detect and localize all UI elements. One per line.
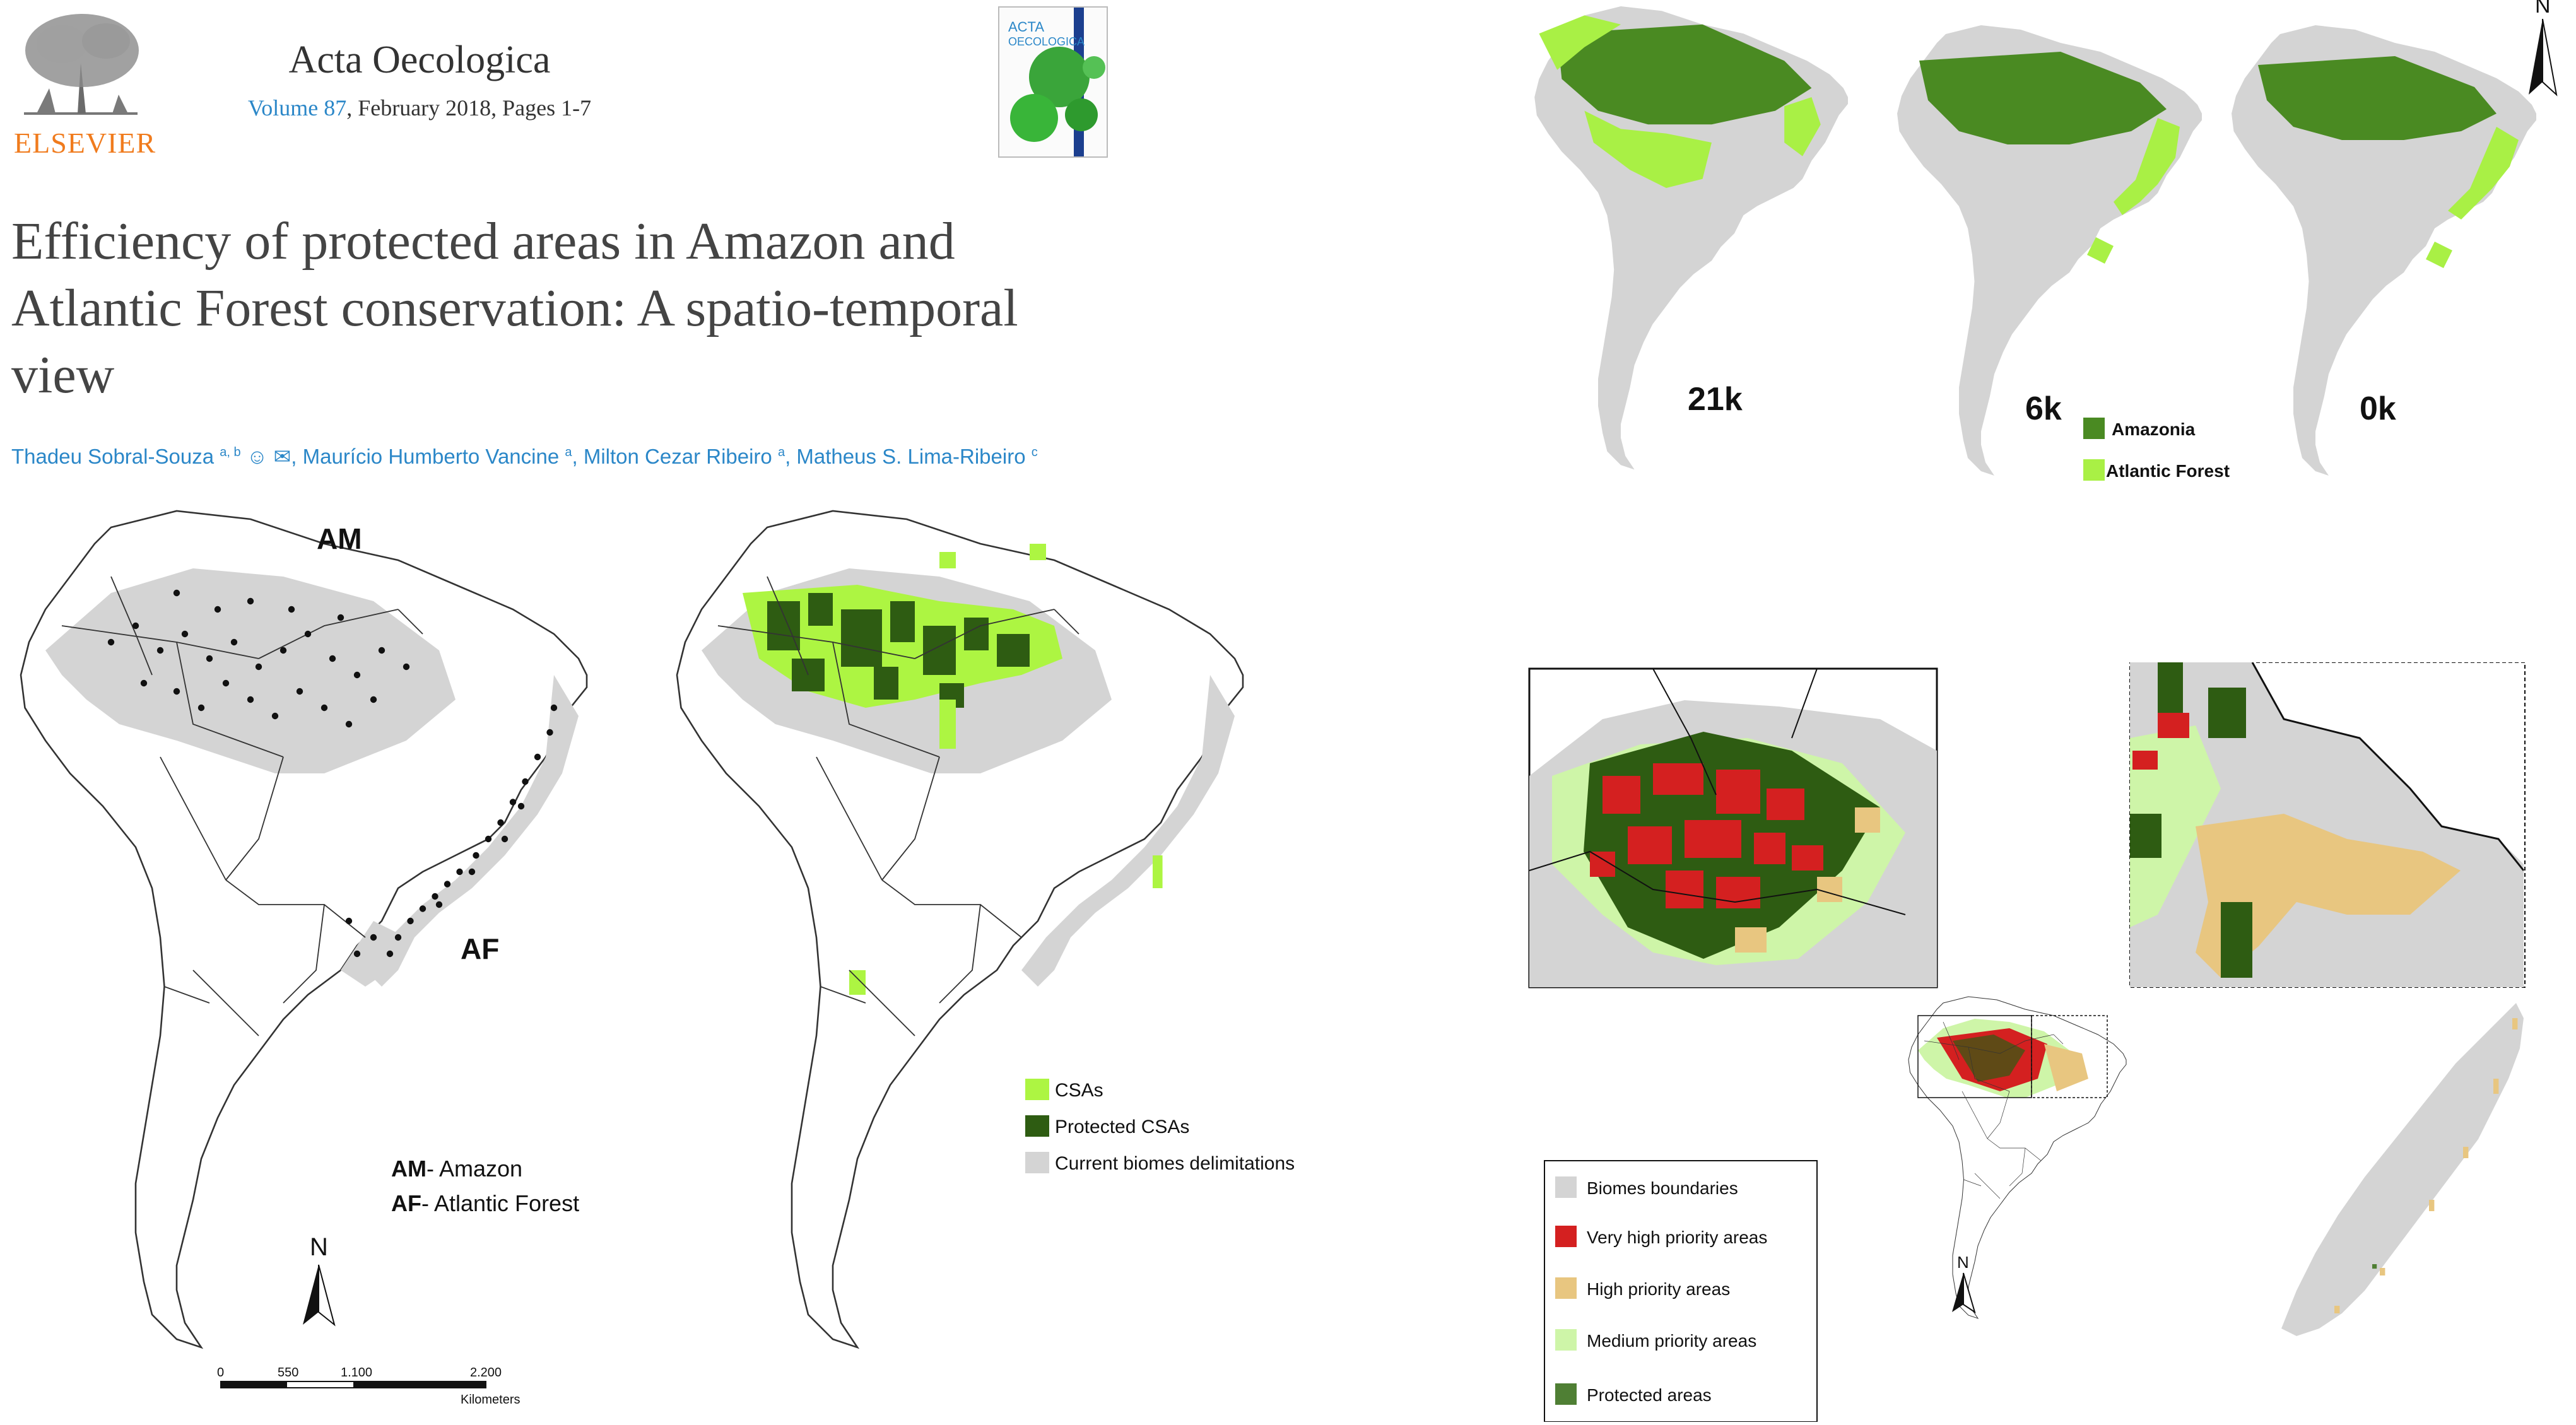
north-label: N (2535, 0, 2551, 18)
legend-af-text: - Atlantic Forest (421, 1190, 579, 1216)
volume-link[interactable]: Volume 87 (247, 95, 347, 120)
scale-tick: 0 (217, 1366, 224, 1380)
period-label: 6k (2025, 390, 2062, 427)
title-line-2: Atlantic Forest conservation: A spatio-t… (11, 279, 1018, 337)
scale-tick: 550 (278, 1366, 298, 1380)
journal-title[interactable]: Acta Oecologica (288, 38, 551, 81)
csa-legend: CSAs Protected CSAs Current biomes delim… (1025, 1079, 1295, 1174)
inset-amazon-west (1528, 667, 1938, 988)
figure-priority-maps: Biomes boundaries Very high priority are… (1527, 662, 2576, 1422)
title-line-1: Efficiency of protected areas in Amazon … (11, 212, 955, 271)
volume-date-pages: , February 2018, Pages 1-7 (346, 95, 592, 120)
author-link[interactable]: Maurício Humberto Vancine (302, 445, 560, 468)
priority-legend: Biomes boundaries Very high priority are… (1544, 1160, 1818, 1422)
scale-unit: Kilometers (461, 1393, 520, 1407)
legend-label: Biomes boundaries (1587, 1178, 1738, 1198)
author-list: Thadeu Sobral-Souza a, b ☺ ✉, Maurício H… (11, 445, 1038, 468)
volume-info: Volume 87, February 2018, Pages 1-7 (0, 95, 839, 121)
article-title: Efficiency of protected areas in Amazon … (11, 208, 1097, 409)
period-label: 21k (1688, 381, 1743, 418)
journal-cover[interactable]: ACTA OECOLOGICA (998, 6, 1108, 158)
inset-amazon-east (2129, 662, 2526, 988)
cover-title-line2: OECOLOGICA (1008, 35, 1085, 48)
north-arrow-icon: N (2529, 0, 2558, 97)
publisher-name: ELSEVIER (14, 127, 156, 159)
north-arrow-icon: N (303, 1233, 336, 1327)
author-link[interactable]: Milton Cezar Ribeiro (583, 445, 772, 468)
north-arrow-icon: N (1952, 1253, 1976, 1314)
period-label: 0k (2360, 390, 2396, 427)
legend-label: Protected areas (1587, 1385, 1712, 1405)
author-affiliation: a (777, 445, 785, 459)
legend-am: AM- Amazon (391, 1156, 522, 1182)
region-label-am: AM (317, 522, 362, 555)
north-label: N (310, 1233, 328, 1261)
overview-map (1908, 996, 2127, 1319)
author-affiliation: c (1031, 445, 1038, 459)
legend-af-abbr: AF (391, 1190, 421, 1216)
figure-temporal-maps: 21k 6k 0k Amazonia Atlantic Forest N (1527, 0, 2576, 505)
figure-occurrence-map: AM AF AM- Amazon AF- Atlantic Forest N 0… (0, 498, 606, 1422)
legend-am-abbr: AM (391, 1156, 426, 1182)
legend-label: Medium priority areas (1587, 1331, 1756, 1351)
atlantic-forest-map (2281, 1003, 2524, 1336)
scale-bar: 0 550 1.100 2.200 Kilometers (217, 1366, 520, 1407)
cover-title-line1: ACTA (1008, 19, 1044, 35)
legend-am-text: - Amazon (426, 1156, 522, 1182)
author-link[interactable]: Matheus S. Lima-Ribeiro (796, 445, 1026, 468)
mail-icon[interactable]: ✉ (273, 445, 291, 468)
scale-tick: 1.100 (341, 1366, 372, 1380)
temporal-legend: Amazonia Atlantic Forest (2083, 418, 2230, 481)
legend-label: Current biomes delimitations (1055, 1153, 1295, 1174)
author-affiliation: a (565, 445, 572, 459)
region-label-af: AF (461, 932, 499, 965)
legend-label: Amazonia (2112, 419, 2196, 439)
legend-label: Atlantic Forest (2106, 461, 2230, 481)
author-link[interactable]: Thadeu Sobral-Souza (11, 445, 215, 468)
legend-af: AF- Atlantic Forest (391, 1190, 579, 1216)
north-label: N (1957, 1253, 1969, 1272)
title-line-3: view (11, 346, 115, 404)
person-icon[interactable]: ☺ (246, 445, 268, 468)
legend-label: Very high priority areas (1587, 1228, 1767, 1247)
legend-label: Protected CSAs (1055, 1117, 1189, 1137)
author-affiliation: a, b (220, 445, 241, 459)
scale-tick: 2.200 (470, 1366, 502, 1380)
legend-label: CSAs (1055, 1080, 1103, 1101)
figure-csa-map: CSAs Protected CSAs Current biomes delim… (631, 498, 1325, 1422)
elsevier-logo (11, 6, 150, 126)
legend-label: High priority areas (1587, 1279, 1730, 1299)
